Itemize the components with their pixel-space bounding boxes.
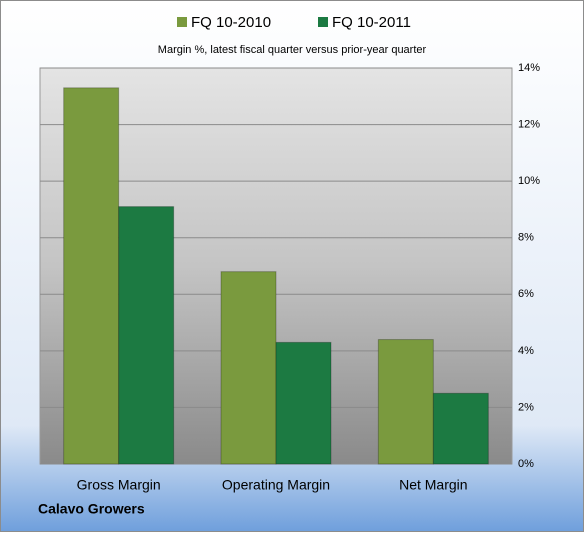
y-tick-label: 14% <box>518 62 540 74</box>
chart-subtitle: Margin %, latest fiscal quarter versus p… <box>158 44 427 56</box>
legend-label: FQ 10-2011 <box>332 14 411 31</box>
bar <box>220 271 277 465</box>
bar <box>275 341 332 465</box>
bar <box>118 206 175 465</box>
bar <box>432 392 489 465</box>
x-tick-label: Gross Margin <box>77 477 161 493</box>
legend-swatch <box>318 17 328 27</box>
x-tick-label: Operating Margin <box>222 477 330 493</box>
y-tick-label: 6% <box>518 288 534 300</box>
y-tick-label: 10% <box>518 175 540 187</box>
y-tick-label: 8% <box>518 232 534 244</box>
annotation: Calavo Growers <box>38 501 145 517</box>
legend-label: FQ 10-2010 <box>191 14 271 31</box>
legend-swatch <box>177 17 187 27</box>
y-tick-label: 12% <box>518 118 540 130</box>
y-tick-label: 0% <box>518 458 534 470</box>
bar <box>63 87 120 465</box>
y-tick-label: 2% <box>518 401 534 413</box>
y-tick-label: 4% <box>518 345 534 357</box>
bar <box>377 339 434 465</box>
x-tick-label: Net Margin <box>399 477 467 493</box>
